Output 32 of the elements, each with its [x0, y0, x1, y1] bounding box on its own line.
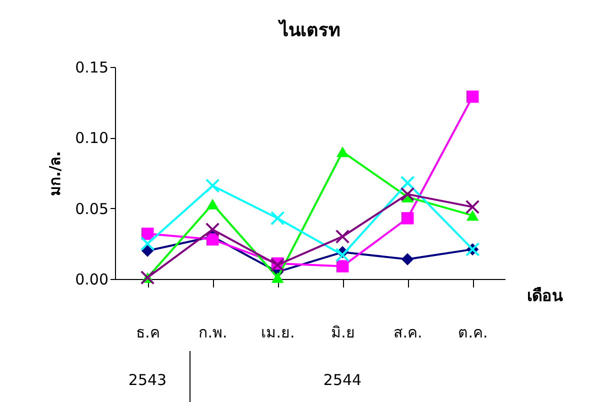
x-tick-label: เม.ย. [261, 324, 295, 342]
y-tick-label: 0.15 [75, 58, 108, 76]
point [206, 198, 219, 210]
x-tick-label: ก.พ. [198, 324, 228, 342]
point [400, 176, 415, 190]
point [141, 228, 154, 240]
point [465, 200, 480, 214]
y-tick-label: 0.05 [75, 200, 108, 218]
point [400, 187, 415, 202]
x-axis-title: เดือน [527, 286, 563, 305]
x-tick-label: ธ.ค [136, 324, 160, 342]
point [140, 236, 155, 251]
point [401, 253, 414, 266]
y-tick-label: 0.10 [75, 129, 108, 148]
point [336, 146, 349, 158]
point [271, 272, 284, 283]
x-tick-label: ต.ค. [458, 324, 488, 342]
point [205, 178, 220, 193]
point [401, 212, 414, 224]
y-tick-label: 0.00 [75, 270, 108, 288]
y-axis-title: มก./ล. [46, 151, 64, 196]
point [336, 260, 349, 272]
point [466, 90, 479, 103]
text: 2544 [323, 371, 362, 389]
x-tick-label: มิ.ย [331, 324, 355, 342]
point [466, 210, 479, 221]
point [335, 248, 350, 262]
point [335, 229, 350, 244]
x-tick-label: ส.ค. [394, 324, 422, 342]
point [270, 211, 285, 226]
text: 2543 [128, 371, 167, 389]
chart-title: ไนเตรท [278, 19, 340, 41]
